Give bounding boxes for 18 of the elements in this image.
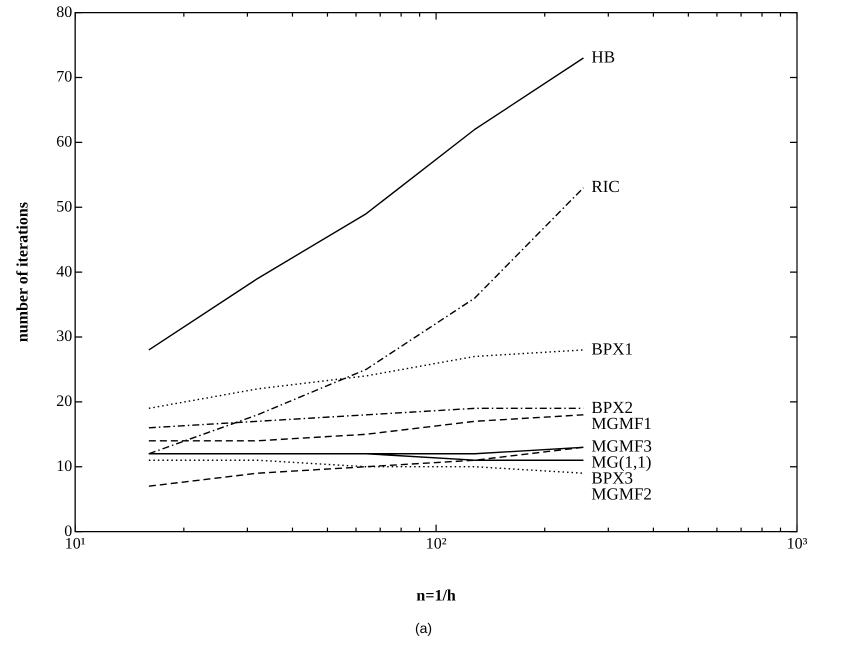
x-tick-label: 10¹ <box>64 535 86 552</box>
x-tick-label: 10³ <box>786 535 808 552</box>
series-label: MGMF2 <box>591 484 652 504</box>
y-tick-label: 20 <box>56 393 72 410</box>
y-tick-label: 40 <box>56 263 72 280</box>
x-axis-title: n=1/h <box>416 588 456 605</box>
y-tick-label: 60 <box>56 134 72 151</box>
y-axis-title: number of iterations <box>14 202 32 342</box>
y-tick-label: 50 <box>56 198 72 216</box>
series-label: RIC <box>591 177 620 196</box>
y-tick-label: 80 <box>56 4 72 21</box>
series-label: BPX1 <box>591 339 634 358</box>
x-tick-label: 10² <box>426 535 447 552</box>
series-label: HB <box>591 47 616 66</box>
y-tick-label: 70 <box>56 68 72 86</box>
text: (a) <box>414 620 434 636</box>
y-tick-label: 30 <box>56 328 72 346</box>
y-tick-label: 10 <box>56 458 72 475</box>
